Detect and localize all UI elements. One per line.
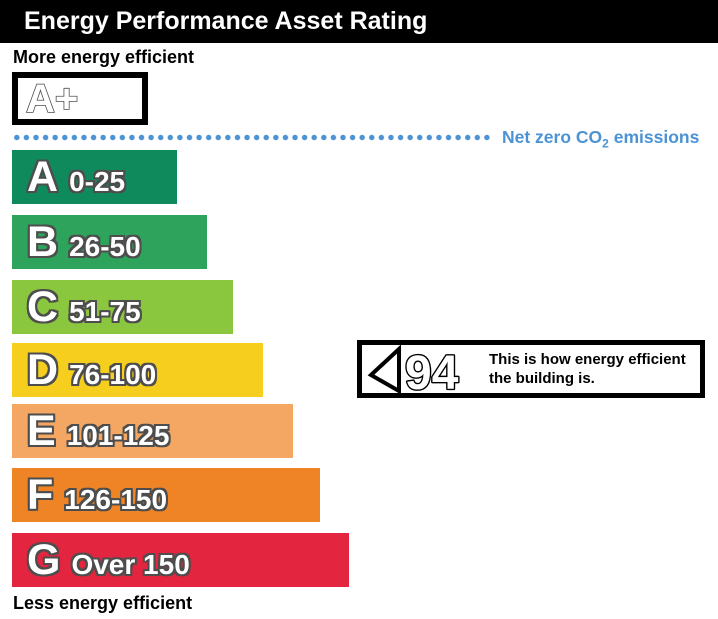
rating-band-b: B 26-50	[12, 215, 207, 269]
rating-indicator: 94 This is how energy efficient the buil…	[357, 340, 705, 398]
band-letter: E	[27, 407, 56, 455]
band-range: 0-25	[69, 166, 126, 197]
band-range: 126-150	[64, 484, 168, 515]
indicator-description: This is how energy efficient the buildin…	[489, 350, 686, 387]
net-zero-dotted-line	[12, 133, 493, 142]
band-letter: A	[27, 153, 59, 201]
band-range: 76-100	[69, 359, 157, 390]
band-range: Over 150	[71, 549, 190, 580]
rating-band-c: C 51-75	[12, 280, 233, 334]
band-letter: G	[27, 536, 61, 584]
band-letter: C	[27, 283, 59, 331]
band-range: 26-50	[69, 231, 141, 262]
left-arrow-icon	[367, 345, 401, 393]
band-letter: B	[27, 218, 59, 266]
a-plus-box: A+	[12, 72, 148, 125]
rating-pointer-graphic: 94	[367, 345, 460, 393]
band-letter: F	[27, 471, 54, 519]
net-zero-text-prefix: Net zero CO	[502, 127, 603, 147]
rating-value: 94	[405, 347, 459, 393]
rating-band-e: E 101-125	[12, 404, 293, 458]
more-efficient-label: More energy efficient	[13, 47, 195, 67]
a-plus-outline-glyph: A+	[25, 79, 79, 119]
band-range: 101-125	[66, 420, 170, 451]
rating-band-a: A 0-25	[12, 150, 177, 204]
a-plus-label: A+	[26, 79, 78, 119]
title-bar: Energy Performance Asset Rating	[0, 0, 718, 43]
net-zero-text-suffix: emissions	[608, 127, 700, 147]
rating-band-g: G Over 150	[12, 533, 349, 587]
net-zero-subscript: 2	[602, 136, 609, 151]
less-efficient-label: Less energy efficient	[13, 593, 193, 613]
rating-band-d: D 76-100	[12, 343, 263, 397]
band-range: 51-75	[69, 296, 141, 327]
net-zero-label: Net zero CO2 emissions	[502, 127, 699, 151]
rating-band-f: F 126-150	[12, 468, 320, 522]
page-title: Energy Performance Asset Rating	[24, 7, 428, 35]
band-letter: D	[27, 346, 59, 394]
